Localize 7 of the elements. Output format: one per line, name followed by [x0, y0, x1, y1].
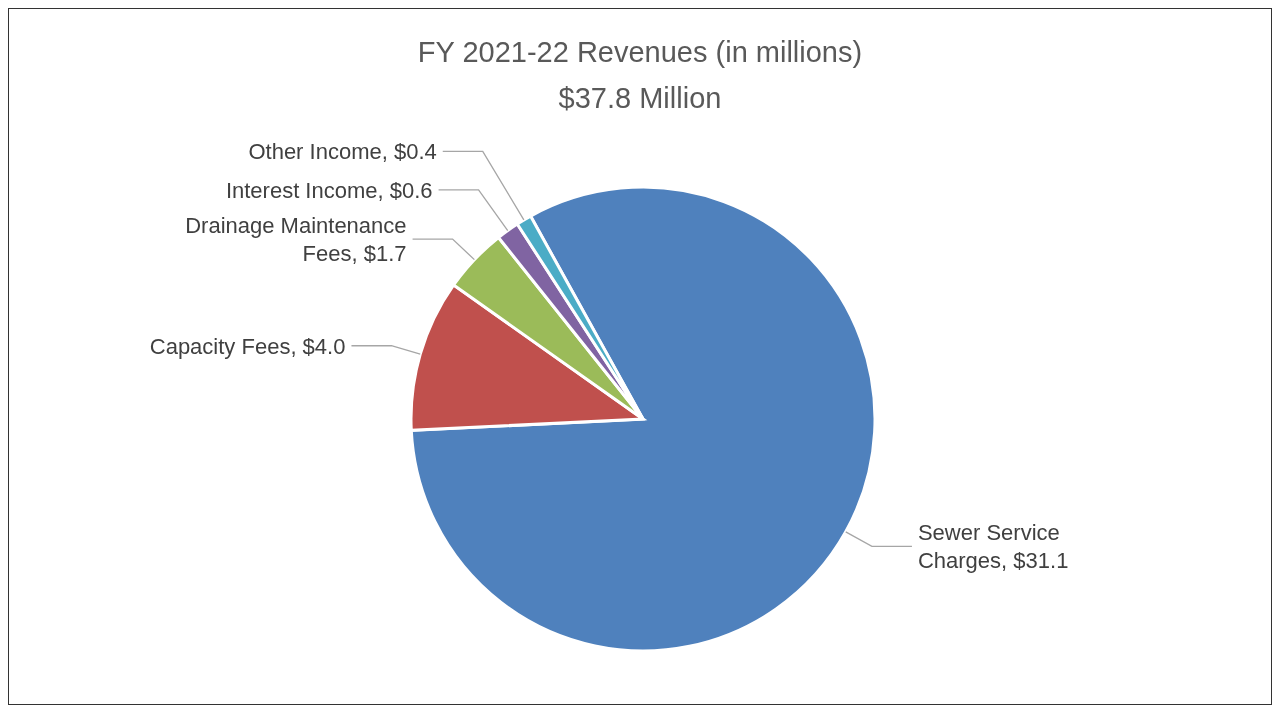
- chart-title: FY 2021-22 Revenues (in millions): [416, 35, 864, 70]
- slice-label: Sewer Service Charges, $31.1: [917, 519, 1069, 573]
- slice-label: Capacity Fees, $4.0: [149, 333, 346, 359]
- chart-subtitle: $37.8 Million: [557, 81, 723, 116]
- slice-label: Drainage Maintenance Fees, $1.7: [185, 212, 407, 266]
- slice-label: Interest Income, $0.6: [225, 177, 433, 203]
- slice-label: Other Income, $0.4: [248, 138, 437, 164]
